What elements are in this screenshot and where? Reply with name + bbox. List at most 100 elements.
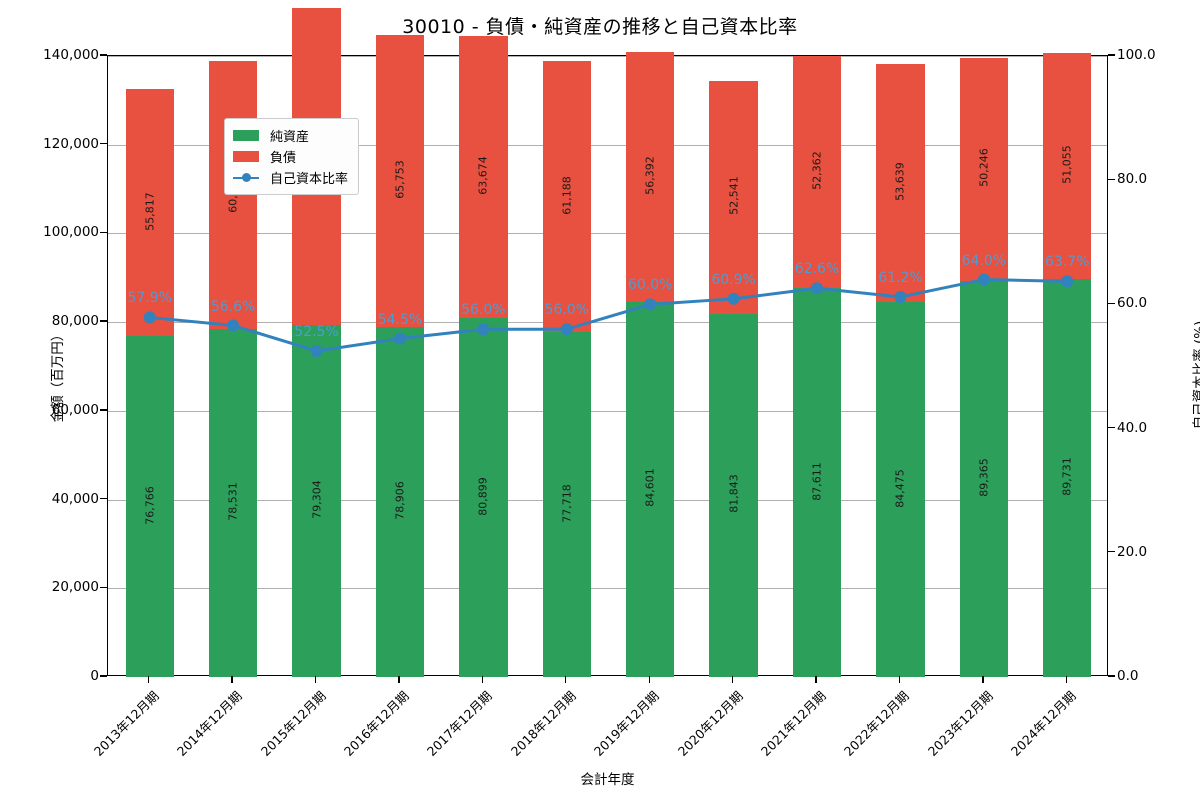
- y-axis-label-left: 金額（百万円）: [50, 327, 66, 423]
- x-axis-tick: [565, 676, 567, 683]
- bar-value-label-equity: 77,718: [560, 483, 574, 523]
- bar-segment-equity: [542, 332, 591, 677]
- bar-segment-equity: [626, 301, 675, 677]
- ratio-value-label: 56.0%: [461, 302, 506, 319]
- x-axis-tick-label: 2024年12月期: [1008, 688, 1080, 759]
- y-axis-tick-label-right: 60.0: [1117, 295, 1148, 312]
- y-axis-tick-left: [100, 320, 107, 322]
- gridline: [108, 56, 1107, 57]
- bar-segment-equity: [208, 328, 258, 677]
- bar-segment-equity: [876, 302, 925, 677]
- chart-legend: 純資産 負債 自己資本比率: [224, 118, 360, 195]
- bar-segment-liability: [792, 56, 842, 289]
- gridline: [108, 588, 1107, 590]
- bar-value-label-equity: 84,475: [893, 468, 907, 508]
- bar-segment-liability: [959, 57, 1009, 281]
- ratio-value-label: 54.5%: [377, 311, 423, 328]
- ratio-value-label: 63.7%: [1045, 254, 1090, 271]
- ratio-value-label: 61.2%: [878, 269, 923, 286]
- legend-item-liability: 負債: [233, 146, 348, 167]
- x-axis-tick: [481, 676, 484, 683]
- x-axis-tick: [648, 676, 650, 683]
- bar-value-label-equity: 80,899: [476, 476, 490, 516]
- bar-value-label-liability: 52,362: [810, 151, 824, 191]
- x-axis-tick-label: 2014年12月期: [173, 688, 245, 759]
- y-axis-tick-left: [100, 231, 107, 234]
- gridline: [108, 233, 1107, 235]
- y-axis-tick-right: [1108, 54, 1115, 56]
- y-axis-tick-right: [1108, 675, 1115, 677]
- x-axis-tick: [148, 676, 150, 683]
- y-axis-tick-label-right: 100.0: [1117, 47, 1156, 63]
- y-axis-tick-right: [1108, 551, 1115, 553]
- y-axis-tick-label-left: 0: [90, 668, 99, 684]
- bar-value-label-equity: 89,731: [1060, 457, 1074, 496]
- y-axis-tick-left: [100, 409, 107, 411]
- legend-line-marker-equity-ratio: [233, 172, 259, 183]
- x-axis-tick: [231, 676, 233, 683]
- legend-swatch-equity: [233, 130, 259, 141]
- y-axis-label-right: 自己資本比率 (%): [1192, 320, 1200, 430]
- bar-segment-liability: [626, 51, 675, 302]
- gridline: [108, 144, 1107, 146]
- y-axis-tick-right: [1108, 178, 1115, 180]
- y-axis-tick-label-left: 40,000: [51, 490, 99, 507]
- x-axis-tick-label: 2015年12月期: [257, 688, 329, 759]
- bar-value-label-equity: 78,906: [393, 481, 407, 520]
- legend-item-equity: 純資産: [233, 125, 348, 146]
- x-axis-tick-label: 2019年12月期: [591, 688, 662, 759]
- legend-item-equity-ratio: 自己資本比率: [233, 167, 348, 188]
- y-axis-tick-left: [100, 675, 107, 677]
- ratio-value-label: 60.0%: [627, 277, 673, 294]
- x-axis-tick: [398, 676, 400, 683]
- x-axis-tick-label: 2023年12月期: [924, 688, 996, 759]
- y-axis-tick-right: [1108, 302, 1115, 305]
- bar-value-label-liability: 65,753: [393, 160, 407, 199]
- bar-segment-liability: [1043, 52, 1092, 279]
- bar-segment-liability: [459, 35, 508, 319]
- ratio-value-label: 62.6%: [794, 261, 840, 278]
- bar-value-label-liability: 61,188: [560, 175, 574, 215]
- y-axis-tick-left: [100, 143, 107, 145]
- bar-value-label-liability: 50,246: [977, 148, 991, 187]
- legend-label-equity-ratio: 自己資本比率: [270, 172, 349, 187]
- x-axis-tick-label: 2022年12月期: [841, 688, 913, 759]
- ratio-value-label: 56.0%: [544, 302, 590, 319]
- x-axis-tick: [731, 676, 734, 683]
- legend-label-liability: 負債: [270, 151, 297, 166]
- bar-value-label-liability: 63,674: [476, 156, 490, 195]
- x-axis-tick: [1065, 676, 1067, 683]
- x-axis-tick-label: 2016年12月期: [340, 688, 412, 759]
- ratio-value-label: 64.0%: [961, 252, 1007, 269]
- x-axis-tick: [898, 676, 901, 683]
- y-axis-tick-label-right: 80.0: [1117, 171, 1148, 188]
- bar-value-label-equity: 79,304: [310, 480, 324, 519]
- gridline: [108, 410, 1107, 412]
- y-axis-tick-label-left: 120,000: [43, 135, 99, 152]
- x-axis-tick: [314, 676, 317, 683]
- bar-segment-equity: [459, 318, 508, 677]
- y-axis-tick-right: [1108, 426, 1115, 429]
- bar-value-label-equity: 81,843: [727, 474, 741, 514]
- x-axis-tick-label: 2021年12月期: [757, 688, 829, 759]
- x-axis-tick-label: 2013年12月期: [90, 688, 162, 759]
- x-axis-tick: [815, 676, 817, 683]
- gridline: [108, 322, 1107, 324]
- chart-title: 30010 - 負債・純資産の推移と自己資本比率: [402, 16, 798, 38]
- y-axis-tick-label-left: 20,000: [51, 579, 99, 596]
- x-axis-tick: [982, 676, 984, 683]
- ratio-line: [148, 278, 1069, 353]
- ratio-value-label: 56.6%: [210, 298, 256, 315]
- y-axis-tick-label-left: 80,000: [51, 313, 99, 330]
- y-axis-tick-label-right: 0.0: [1117, 668, 1139, 684]
- bar-segment-liability: [709, 80, 758, 314]
- bar-segment-liability: [876, 64, 925, 303]
- bar-value-label-equity: 76,766: [143, 485, 157, 525]
- bar-value-label-equity: 78,531: [226, 482, 240, 521]
- y-axis-tick-label-right: 40.0: [1117, 419, 1148, 436]
- bar-segment-equity: [125, 336, 174, 677]
- ratio-value-label: 60.9%: [711, 271, 756, 288]
- bar-value-label-liability: 51,055: [1060, 144, 1074, 184]
- y-axis-tick-left: [100, 586, 107, 588]
